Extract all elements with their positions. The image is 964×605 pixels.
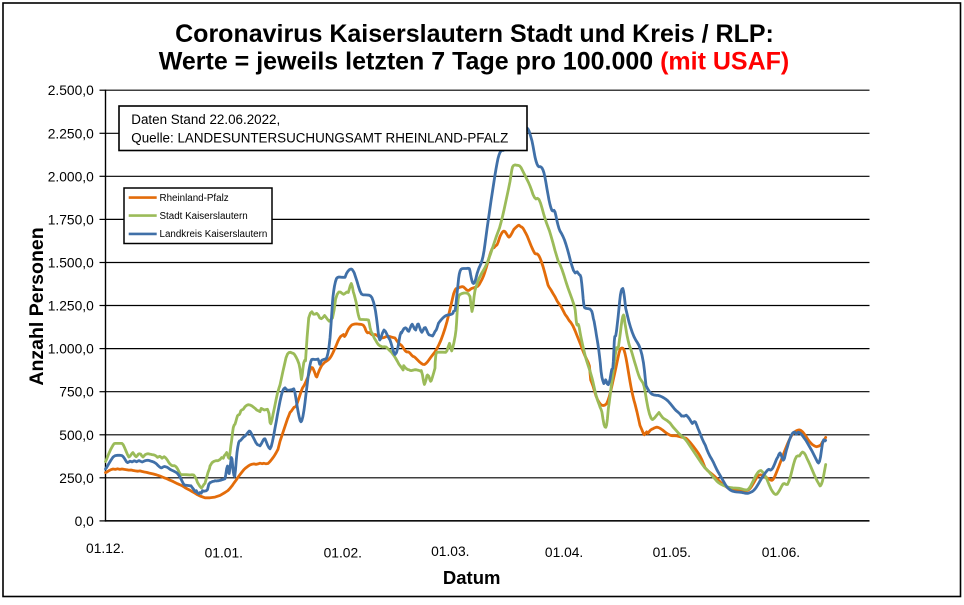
svg-text:1.000,0: 1.000,0 bbox=[48, 342, 94, 357]
svg-text:01.01.: 01.01. bbox=[205, 545, 243, 560]
svg-text:01.02.: 01.02. bbox=[324, 545, 362, 560]
svg-text:Datum: Datum bbox=[443, 567, 501, 588]
svg-text:1.250,0: 1.250,0 bbox=[48, 299, 94, 314]
svg-text:01.06.: 01.06. bbox=[762, 545, 800, 560]
svg-text:01.05.: 01.05. bbox=[653, 545, 691, 560]
svg-text:1.750,0: 1.750,0 bbox=[48, 212, 94, 227]
svg-text:Landkreis Kaiserslautern: Landkreis Kaiserslautern bbox=[160, 229, 268, 240]
svg-text:Daten Stand 22.06.2022,: Daten Stand 22.06.2022, bbox=[131, 112, 280, 127]
svg-text:0,0: 0,0 bbox=[75, 514, 95, 529]
svg-text:Quelle: LANDESUNTERSUCHUNGSAMT: Quelle: LANDESUNTERSUCHUNGSAMT RHEINLAND… bbox=[131, 131, 508, 146]
svg-text:750,0: 750,0 bbox=[59, 385, 94, 400]
svg-text:Werte = jeweils letzten 7 Tage: Werte = jeweils letzten 7 Tage pro 100.0… bbox=[159, 48, 790, 76]
svg-text:01.12.: 01.12. bbox=[86, 541, 124, 556]
svg-text:2.250,0: 2.250,0 bbox=[48, 126, 94, 141]
svg-text:01.04.: 01.04. bbox=[545, 545, 583, 560]
svg-text:500,0: 500,0 bbox=[59, 428, 94, 443]
svg-text:2.500,0: 2.500,0 bbox=[48, 83, 94, 98]
svg-text:250,0: 250,0 bbox=[59, 471, 94, 486]
svg-text:1.500,0: 1.500,0 bbox=[48, 256, 94, 271]
svg-text:2.000,0: 2.000,0 bbox=[48, 169, 94, 184]
svg-text:01.03.: 01.03. bbox=[431, 544, 469, 559]
svg-text:Coronavirus Kaiserslautern Sta: Coronavirus Kaiserslautern Stadt und Kre… bbox=[175, 20, 774, 48]
svg-text:Rheinland-Pfalz: Rheinland-Pfalz bbox=[160, 193, 229, 204]
svg-text:Stadt Kaiserslautern: Stadt Kaiserslautern bbox=[160, 211, 248, 222]
svg-text:Anzahl Personen: Anzahl Personen bbox=[26, 227, 48, 385]
